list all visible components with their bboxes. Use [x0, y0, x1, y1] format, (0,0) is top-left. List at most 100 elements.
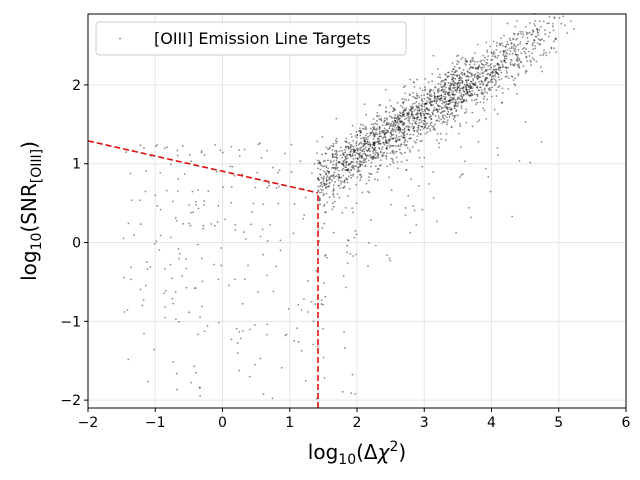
data-point: [403, 118, 406, 121]
data-point: [437, 110, 439, 113]
data-point: [354, 149, 357, 152]
data-point: [384, 139, 387, 142]
data-point: [130, 266, 132, 269]
data-point: [509, 58, 512, 61]
data-point: [436, 119, 439, 122]
data-point: [509, 62, 512, 64]
data-point: [363, 150, 366, 153]
data-point: [374, 178, 376, 181]
data-point: [185, 258, 188, 260]
data-point: [469, 59, 472, 62]
data-point: [390, 131, 393, 133]
data-point: [201, 280, 204, 283]
data-point: [447, 99, 450, 102]
data-point: [444, 101, 446, 104]
data-point: [396, 139, 398, 142]
data-point: [342, 186, 345, 189]
data-point: [236, 352, 239, 355]
data-point: [316, 140, 319, 143]
data-point: [447, 110, 450, 113]
data-point: [234, 174, 236, 177]
data-point: [373, 132, 375, 135]
data-point: [410, 107, 413, 109]
data-point: [172, 360, 175, 363]
data-point: [531, 44, 534, 47]
data-point: [482, 97, 485, 100]
data-point: [456, 55, 458, 58]
data-point: [335, 117, 338, 120]
data-point: [361, 127, 364, 130]
data-point: [367, 147, 370, 150]
data-point: [378, 125, 381, 128]
data-point: [353, 151, 356, 153]
data-point: [374, 153, 377, 156]
data-point: [386, 121, 388, 124]
data-point: [375, 131, 377, 134]
x-tick-label: 6: [622, 415, 631, 431]
data-point: [466, 91, 469, 94]
data-point: [483, 59, 486, 62]
data-point: [230, 186, 233, 188]
data-point: [346, 157, 349, 160]
data-point: [404, 139, 406, 142]
data-point: [330, 175, 333, 178]
data-point: [487, 64, 490, 67]
data-point: [175, 220, 178, 222]
data-point: [382, 152, 385, 155]
data-point: [428, 89, 431, 92]
data-point: [337, 184, 340, 187]
data-point: [463, 72, 466, 75]
data-point: [519, 41, 522, 43]
data-point: [403, 134, 406, 137]
data-point: [424, 110, 427, 113]
data-point: [463, 99, 466, 102]
data-point: [317, 190, 320, 193]
data-point: [377, 156, 380, 159]
data-point: [460, 95, 463, 98]
data-point: [384, 88, 387, 91]
data-point: [447, 71, 449, 74]
data-point: [418, 119, 421, 121]
data-point: [433, 109, 436, 112]
data-point: [421, 165, 424, 168]
data-point: [473, 74, 476, 77]
data-point: [505, 70, 508, 72]
data-point: [545, 51, 548, 54]
data-point: [485, 70, 488, 72]
data-point: [403, 100, 405, 103]
data-point: [188, 311, 191, 314]
data-point: [521, 47, 524, 50]
data-point: [532, 30, 535, 33]
data-point: [488, 89, 491, 92]
data-point: [275, 187, 278, 189]
data-point: [195, 371, 197, 374]
data-point: [420, 139, 423, 142]
data-point: [378, 118, 381, 121]
data-point: [423, 126, 426, 129]
data-point: [389, 144, 391, 147]
data-point: [376, 138, 379, 141]
data-point: [466, 75, 469, 77]
data-point: [178, 257, 180, 260]
data-point: [473, 92, 476, 95]
data-point: [412, 117, 414, 120]
data-point: [194, 200, 197, 203]
data-point: [394, 119, 397, 122]
data-point: [317, 178, 320, 181]
data-point: [170, 236, 172, 239]
data-point: [457, 101, 460, 104]
data-point: [221, 151, 224, 154]
data-point: [466, 93, 469, 95]
data-point: [334, 139, 337, 142]
data-point: [489, 88, 492, 91]
data-point: [407, 111, 410, 114]
data-point: [333, 171, 336, 174]
data-point: [335, 152, 337, 155]
data-point: [342, 159, 345, 162]
data-point: [333, 155, 336, 158]
data-point: [461, 87, 464, 90]
data-point: [361, 191, 364, 194]
data-point: [268, 182, 270, 185]
data-point: [524, 121, 527, 123]
